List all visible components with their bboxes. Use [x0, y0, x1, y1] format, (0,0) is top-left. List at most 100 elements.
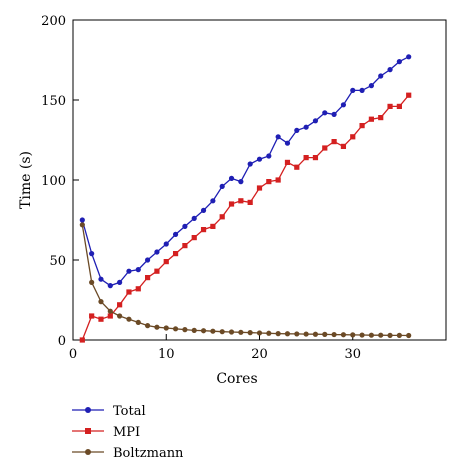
data-point-boltzmann — [98, 299, 104, 305]
legend-marker-mpi — [85, 428, 91, 434]
data-point-boltzmann — [294, 331, 300, 337]
data-point-mpi — [294, 164, 300, 170]
data-point-boltzmann — [275, 331, 281, 337]
data-point-total — [396, 59, 402, 65]
data-point-boltzmann — [340, 332, 347, 338]
data-point-total — [275, 134, 281, 140]
data-point-boltzmann — [200, 328, 207, 334]
data-point-boltzmann — [387, 332, 393, 338]
data-point-total — [284, 140, 291, 146]
series-boltzmann — [79, 222, 412, 339]
data-point-mpi — [387, 103, 393, 109]
data-point-total — [79, 217, 85, 223]
legend-label-total: Total — [113, 404, 146, 419]
legend-item-total: Total — [72, 404, 146, 419]
data-point-mpi — [238, 198, 244, 204]
data-point-boltzmann — [210, 328, 216, 334]
data-point-boltzmann — [145, 323, 151, 329]
x-axis-title: Cores — [216, 371, 257, 387]
data-point-boltzmann — [238, 329, 244, 335]
data-point-total — [359, 87, 365, 93]
data-point-boltzmann — [89, 279, 95, 285]
legend-item-boltzmann: Boltzmann — [72, 446, 184, 461]
data-point-total — [182, 223, 188, 229]
data-point-mpi — [275, 177, 281, 183]
data-point-boltzmann — [312, 331, 319, 337]
data-point-total — [191, 215, 197, 221]
data-point-total — [210, 198, 216, 204]
y-tick-label: 150 — [41, 94, 66, 109]
series-line-mpi — [81, 94, 410, 341]
data-point-mpi — [135, 286, 141, 292]
data-point-mpi — [284, 159, 291, 165]
legend-item-mpi: MPI — [72, 425, 140, 440]
data-point-total — [340, 102, 347, 108]
data-point-mpi — [154, 268, 160, 274]
data-point-total — [350, 87, 356, 93]
data-point-boltzmann — [368, 332, 374, 338]
data-point-mpi — [98, 316, 104, 322]
data-point-total — [303, 124, 309, 130]
data-point-boltzmann — [79, 222, 85, 228]
data-point-total — [154, 249, 160, 255]
data-point-total — [322, 110, 328, 116]
data-point-boltzmann — [107, 308, 113, 314]
data-point-total — [247, 161, 253, 167]
data-point-total — [135, 267, 141, 273]
data-point-boltzmann — [359, 332, 365, 338]
data-point-boltzmann — [284, 331, 291, 337]
y-tick-label: 0 — [58, 334, 66, 349]
data-point-mpi — [89, 313, 95, 319]
data-point-total — [219, 183, 225, 189]
y-tick-label: 200 — [41, 14, 66, 29]
data-point-boltzmann — [256, 330, 263, 336]
data-point-total — [368, 83, 374, 89]
legend-marker-total — [85, 407, 91, 413]
data-point-boltzmann — [117, 313, 123, 319]
data-point-total — [406, 54, 412, 60]
data-point-total — [117, 279, 123, 285]
data-point-mpi — [378, 115, 384, 121]
data-point-mpi — [200, 227, 207, 233]
data-point-total — [378, 73, 384, 79]
data-point-mpi — [191, 235, 197, 241]
series-mpi — [79, 92, 412, 343]
data-point-mpi — [396, 103, 402, 109]
data-point-mpi — [247, 199, 253, 205]
data-point-mpi — [359, 123, 365, 129]
data-point-boltzmann — [396, 332, 402, 338]
data-point-mpi — [210, 223, 216, 229]
legend-marker-boltzmann — [85, 449, 91, 455]
data-point-boltzmann — [350, 332, 356, 338]
data-point-total — [294, 127, 300, 133]
data-point-boltzmann — [378, 332, 384, 338]
data-point-mpi — [163, 259, 169, 265]
legend-label-boltzmann: Boltzmann — [113, 446, 184, 461]
data-point-mpi — [340, 143, 347, 149]
data-point-total — [172, 231, 179, 237]
data-point-boltzmann — [406, 332, 412, 339]
data-point-mpi — [126, 289, 132, 295]
data-point-total — [126, 268, 132, 274]
legend-label-mpi: MPI — [113, 425, 140, 440]
data-point-total — [238, 179, 244, 185]
data-point-boltzmann — [219, 329, 225, 335]
data-point-boltzmann — [247, 330, 253, 336]
x-tick-label: 30 — [344, 347, 361, 362]
data-point-boltzmann — [172, 326, 179, 332]
data-point-boltzmann — [331, 331, 337, 338]
data-point-mpi — [303, 155, 309, 161]
data-point-boltzmann — [303, 331, 309, 337]
data-point-total — [228, 175, 235, 181]
data-point-boltzmann — [191, 327, 197, 333]
data-point-total — [145, 257, 151, 263]
data-point-mpi — [117, 302, 123, 308]
data-point-total — [89, 251, 95, 257]
series-total — [79, 54, 412, 289]
x-tick-label: 0 — [69, 347, 77, 362]
data-point-mpi — [322, 145, 328, 151]
data-point-boltzmann — [135, 319, 141, 325]
data-point-total — [266, 153, 272, 159]
data-point-mpi — [182, 243, 188, 249]
